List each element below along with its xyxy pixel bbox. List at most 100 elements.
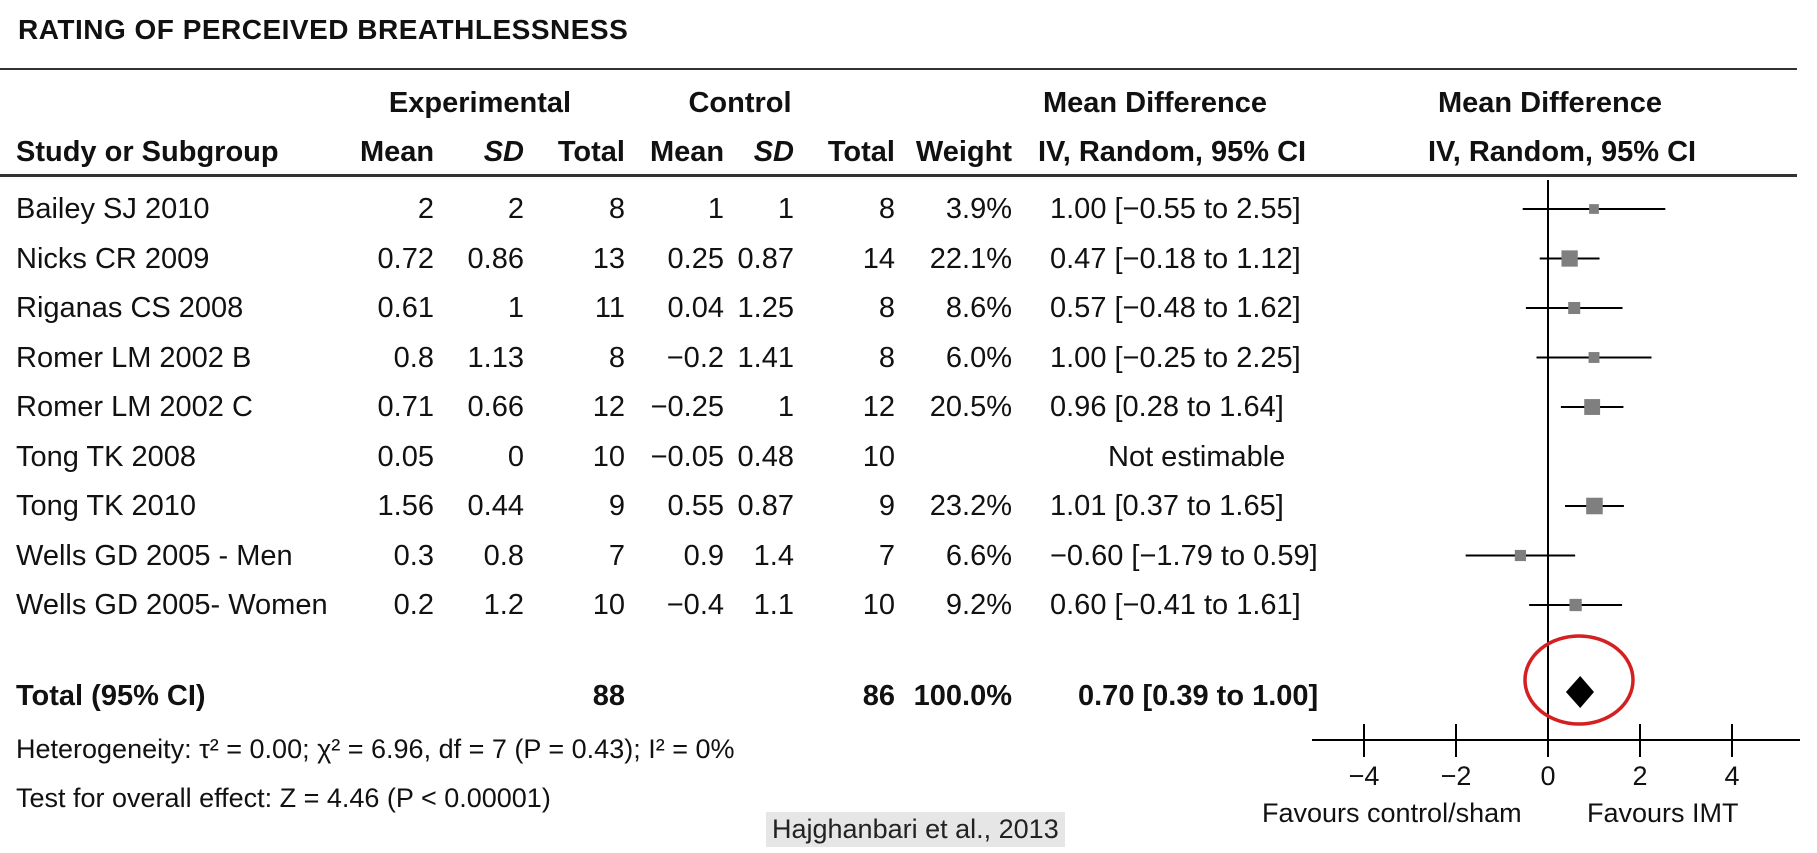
row-7-e-sd: 0.8 (483, 539, 524, 572)
row-5-c-sd: 0.48 (737, 440, 794, 473)
row-1-c-sd: 0.87 (737, 242, 794, 275)
row-7-ci: −0.60 [−1.79 to 0.59] (1050, 539, 1318, 572)
row-4-e-total: 12 (592, 391, 625, 423)
row-1-c-mean: 0.25 (667, 242, 724, 275)
x-tick-label-1: −2 (1441, 761, 1472, 791)
header-e-sd: SD (483, 136, 524, 168)
header-c-total: Total (827, 136, 895, 168)
header-e-mean: Mean (360, 136, 435, 168)
row-2-study: Riganas CS 2008 (16, 292, 244, 324)
x-tick-label-0: −4 (1349, 761, 1380, 791)
row-2-c-total: 8 (878, 292, 895, 324)
row-2-e-total: 11 (594, 292, 625, 324)
axis-left-label: Favours control/sham (1262, 798, 1522, 828)
point-estimate-4 (1584, 399, 1601, 415)
row-2-e-sd: 1 (507, 292, 524, 324)
row-7-c-sd: 1.4 (753, 539, 794, 572)
row-2-c-mean: 0.04 (667, 292, 724, 324)
row-7-c-total: 7 (878, 539, 895, 572)
heterogeneity-text: Heterogeneity: τ² = 0.00; χ² = 6.96, df … (16, 734, 735, 764)
total-c-total: 86 (862, 680, 895, 712)
top-rule (0, 68, 1797, 70)
header-md-left: Mean Difference (1042, 87, 1267, 119)
point-estimate-2 (1568, 301, 1581, 315)
point-estimate-3 (1588, 352, 1600, 363)
row-3-e-sd: 1.13 (467, 341, 524, 374)
row-4-c-mean: −0.25 (650, 391, 724, 423)
row-0-ci: 1.00 [−0.55 to 2.55] (1050, 193, 1301, 225)
row-0-c-total: 8 (878, 193, 895, 225)
row-6-c-total: 9 (878, 490, 895, 522)
row-8-e-sd: 1.2 (483, 589, 524, 621)
row-0-e-total: 8 (608, 193, 625, 225)
row-8-study: Wells GD 2005- Women (16, 589, 328, 621)
header-e-total: Total (557, 136, 625, 168)
row-5-e-mean: 0.05 (377, 440, 434, 473)
row-8-c-sd: 1.1 (753, 589, 794, 621)
row-3-c-total: 8 (878, 341, 895, 374)
row-2-weight: 8.6% (945, 292, 1012, 324)
point-estimate-1 (1561, 250, 1578, 267)
row-1-c-total: 14 (862, 242, 895, 275)
row-6-c-mean: 0.55 (667, 490, 724, 522)
header-c-sd: SD (753, 136, 794, 168)
pooled-diamond (1565, 676, 1594, 708)
header-method-right: IV, Random, 95% CI (1428, 136, 1697, 168)
row-5-e-total: 10 (592, 440, 625, 473)
row-4-study: Romer LM 2002 C (16, 391, 253, 423)
row-2-ci: 0.57 [−0.48 to 1.62] (1050, 292, 1301, 324)
row-4-weight: 20.5% (929, 391, 1012, 423)
chart-title: RATING OF PERCEIVED BREATHLESSNESS (18, 14, 629, 45)
row-3-c-mean: −0.2 (666, 341, 724, 374)
row-0-study: Bailey SJ 2010 (16, 193, 210, 225)
row-7-e-mean: 0.3 (393, 539, 434, 572)
row-7-c-mean: 0.9 (683, 539, 724, 572)
row-6-ci: 1.01 [0.37 to 1.65] (1050, 490, 1284, 522)
row-6-weight: 23.2% (929, 490, 1012, 522)
row-3-c-sd: 1.41 (737, 341, 794, 374)
point-estimate-8 (1569, 598, 1582, 612)
row-3-ci: 1.00 [−0.25 to 2.25] (1050, 341, 1301, 374)
row-4-c-sd: 1 (777, 391, 794, 423)
row-5-study: Tong TK 2008 (16, 440, 197, 473)
row-4-c-total: 12 (862, 391, 895, 423)
row-8-c-mean: −0.4 (666, 589, 724, 621)
header-experimental: Experimental (388, 87, 572, 119)
row-2-c-sd: 1.25 (737, 292, 794, 324)
row-8-weight: 9.2% (945, 589, 1012, 621)
total-weight: 100.0% (913, 680, 1012, 712)
row-0-c-sd: 1 (777, 193, 794, 225)
row-8-e-total: 10 (592, 589, 625, 621)
row-4-ci: 0.96 [0.28 to 1.64] (1050, 391, 1284, 423)
x-tick-label-3: 2 (1632, 761, 1647, 791)
header-weight: Weight (915, 136, 1012, 168)
total-label: Total (95% CI) (16, 680, 206, 712)
row-8-c-total: 10 (862, 589, 895, 621)
row-4-e-mean: 0.71 (377, 391, 434, 423)
row-1-e-sd: 0.86 (467, 242, 524, 275)
row-4-e-sd: 0.66 (467, 391, 524, 423)
total-ci: 0.70 [0.39 to 1.00] (1078, 680, 1319, 712)
row-7-weight: 6.6% (945, 539, 1012, 572)
row-3-e-total: 8 (608, 341, 625, 374)
point-estimate-0 (1589, 204, 1599, 214)
overall-effect-text: Test for overall effect: Z = 4.46 (P < 0… (16, 783, 551, 813)
row-5-c-total: 10 (862, 440, 895, 473)
row-3-e-mean: 0.8 (393, 341, 434, 374)
row-0-c-mean: 1 (707, 193, 724, 225)
row-5-e-sd: 0 (507, 440, 524, 473)
row-1-e-total: 13 (592, 242, 625, 275)
x-tick-label-2: 0 (1540, 761, 1555, 791)
header-study: Study or Subgroup (16, 136, 279, 168)
header-md-right: Mean Difference (1437, 87, 1662, 119)
header-c-mean: Mean (650, 136, 725, 168)
point-estimate-7 (1514, 549, 1526, 562)
row-5-c-mean: −0.05 (650, 440, 724, 473)
point-estimate-6 (1586, 497, 1603, 515)
row-0-weight: 3.9% (945, 193, 1012, 225)
x-tick-label-4: 4 (1724, 761, 1739, 791)
row-2-e-mean: 0.61 (377, 292, 434, 324)
row-6-e-mean: 1.56 (377, 490, 434, 522)
header-rule (0, 174, 1797, 177)
row-0-e-mean: 2 (417, 193, 434, 225)
